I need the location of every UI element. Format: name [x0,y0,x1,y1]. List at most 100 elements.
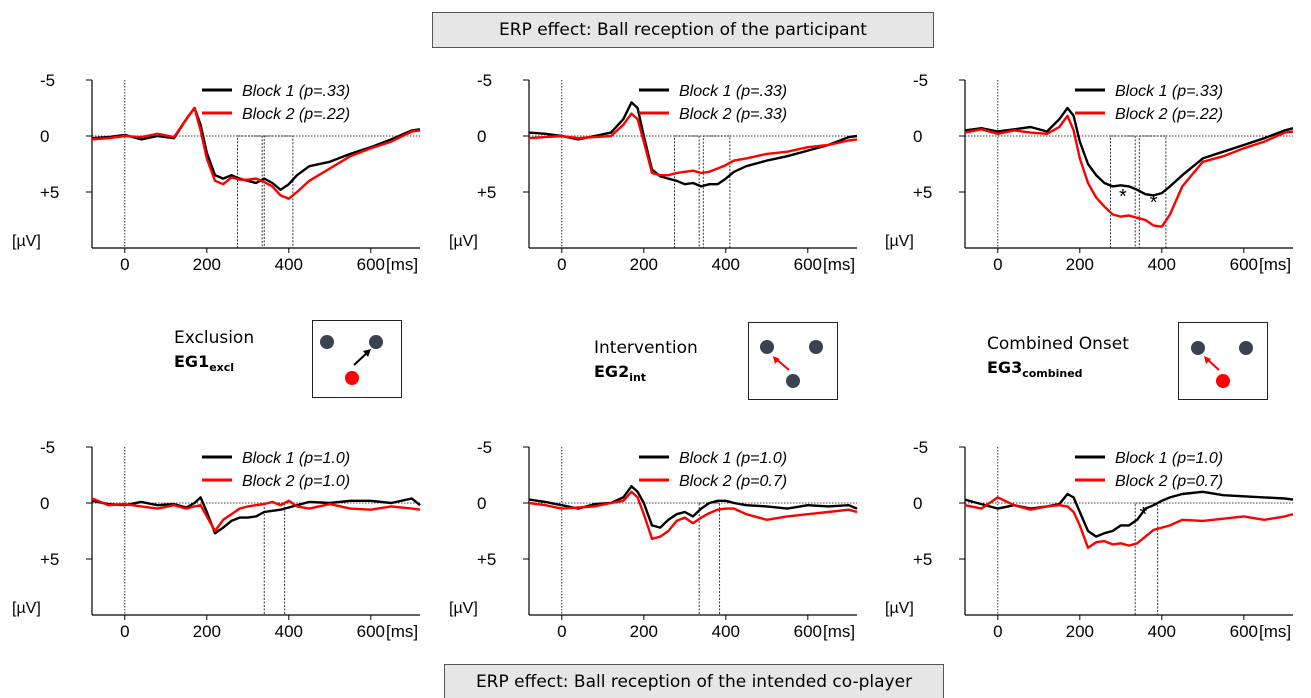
erp-chart-eg2-participant: -5 0 +5 [µV] 0 200 400 600 [ms] Block 1 (p=.33) Bl… [449,71,858,274]
erp-chart-eg1-participant: -5 0 +5 [µV] 0 200 400 600 [ms] Block 1 (p=.33) Bl… [12,71,421,274]
top-title: ERP effect: Ball reception of the partic… [432,12,934,48]
erp-chart-eg3-participant: -5 0 +5 [µV] 0 200 400 600 [ms] Block 1 (p=.33) Bl… [885,71,1294,274]
legend-label: Block 1 (p=1.0) [679,450,787,467]
legend-label: Block 2 (p=.22) [1115,106,1223,123]
y-tick-label: -5 [477,71,492,90]
x-tick-label: 200 [630,622,658,641]
x-tick-label: 600 [1230,622,1258,641]
erp-chart-eg3-coplayer: -5 0 +5 [µV] 0 200 400 600 [ms] Block 1 (p=1.0) Bl… [885,438,1294,641]
y-tick-label: -5 [40,438,55,457]
significance-star: * [1119,186,1127,208]
series-line-block2 [964,114,1294,228]
y-unit-label: [µV] [885,600,914,617]
group-label-exclusion: Exclusion EG1excl [174,328,254,374]
y-unit-label: [µV] [449,600,478,617]
y-tick-label: 0 [913,494,922,513]
legend-label: Block 2 (p=0.7) [1115,473,1223,490]
y-tick-label: 0 [40,127,49,146]
significance-window [698,502,721,616]
significance-window [263,135,294,249]
y-tick-label: -5 [913,71,928,90]
significance-window [237,135,263,249]
x-tick-label: 0 [120,622,129,641]
series-line-block1 [528,101,858,188]
legend-label: Block 1 (p=.33) [679,83,787,100]
x-tick-label: 600 [357,622,385,641]
y-unit-label: [µV] [12,600,41,617]
x-tick-label: 200 [1066,255,1094,274]
x-tick-label: 0 [993,622,1002,641]
y-tick-label: +5 [40,183,59,202]
significance-star: * [1139,504,1147,526]
participant-dot [1216,374,1230,388]
y-tick-label: +5 [913,550,932,569]
y-tick-label: 0 [40,494,49,513]
legend-label: Block 2 (p=.22) [242,106,350,123]
x-tick-label: 400 [1148,255,1176,274]
coplayer-right-dot [1239,341,1253,355]
legend-label: Block 1 (p=1.0) [1115,450,1223,467]
y-tick-label: -5 [477,438,492,457]
y-unit-label: [µV] [449,233,478,250]
y-tick-label: +5 [913,183,932,202]
series-line-block1 [964,106,1294,197]
group-name: Intervention [594,338,698,358]
coplayer-bottom-dot [786,374,800,388]
x-unit-label: [ms] [1259,255,1291,274]
series-line-block2 [528,490,858,541]
bottom-title: ERP effect: Ball reception of the intend… [444,664,944,698]
participant-dot [760,340,774,354]
significance-window [1134,502,1159,616]
series-line-block2 [964,496,1294,550]
erp-chart-eg1-coplayer: -5 0 +5 [µV] 0 200 400 600 [ms] Block 1 (p=1.0) Bl… [12,438,421,641]
y-tick-label: +5 [477,550,496,569]
x-unit-label: [ms] [823,622,855,641]
y-tick-label: 0 [913,127,922,146]
group-label-intervention: Intervention EG2int [594,338,698,384]
x-tick-label: 200 [193,622,221,641]
x-tick-label: 600 [794,622,822,641]
erp-chart-eg2-coplayer: -5 0 +5 [µV] 0 200 400 600 [ms] Block 1 (p=1.0) Bl… [449,438,858,641]
x-tick-label: 400 [1148,622,1176,641]
group-code: EG3combined [987,358,1083,381]
x-tick-label: 600 [794,255,822,274]
y-tick-label: +5 [40,550,59,569]
y-unit-label: [µV] [885,233,914,250]
x-tick-label: 200 [1066,622,1094,641]
x-tick-label: 400 [275,255,303,274]
significance-window [263,502,286,616]
legend-label: Block 1 (p=.33) [242,83,350,100]
legend-label: Block 2 (p=1.0) [242,473,350,490]
significance-window [702,135,731,249]
x-tick-label: 600 [1230,255,1258,274]
x-tick-label: 600 [357,255,385,274]
intervention-scheme [748,322,838,400]
coplayer-left-dot [320,335,334,349]
x-unit-label: [ms] [823,255,855,274]
pass-arrow-icon [1204,356,1220,371]
x-unit-label: [ms] [386,255,418,274]
series-line-block1 [964,490,1294,538]
y-tick-label: 0 [477,127,486,146]
coplayer-right-dot [809,340,823,354]
x-unit-label: [ms] [1259,622,1291,641]
group-code: EG2int [594,362,647,385]
significance-window [1110,135,1136,249]
group-name: Combined Onset [987,334,1129,354]
series-line-block2 [91,497,421,533]
series-line-block1 [91,496,421,535]
x-tick-label: 0 [557,622,566,641]
x-tick-label: 200 [193,255,221,274]
x-tick-label: 0 [120,255,129,274]
group-label-combined-onset: Combined Onset EG3combined [987,334,1129,380]
x-tick-label: 0 [993,255,1002,274]
x-tick-label: 400 [712,255,740,274]
x-unit-label: [ms] [386,622,418,641]
series-line-block2 [91,106,421,200]
y-unit-label: [µV] [12,233,41,250]
y-tick-label: 0 [477,494,486,513]
pass-arrow-icon [773,356,790,371]
coplayer-right-dot [369,335,383,349]
group-code: EG1excl [174,352,235,375]
series-line-block2 [528,112,858,177]
